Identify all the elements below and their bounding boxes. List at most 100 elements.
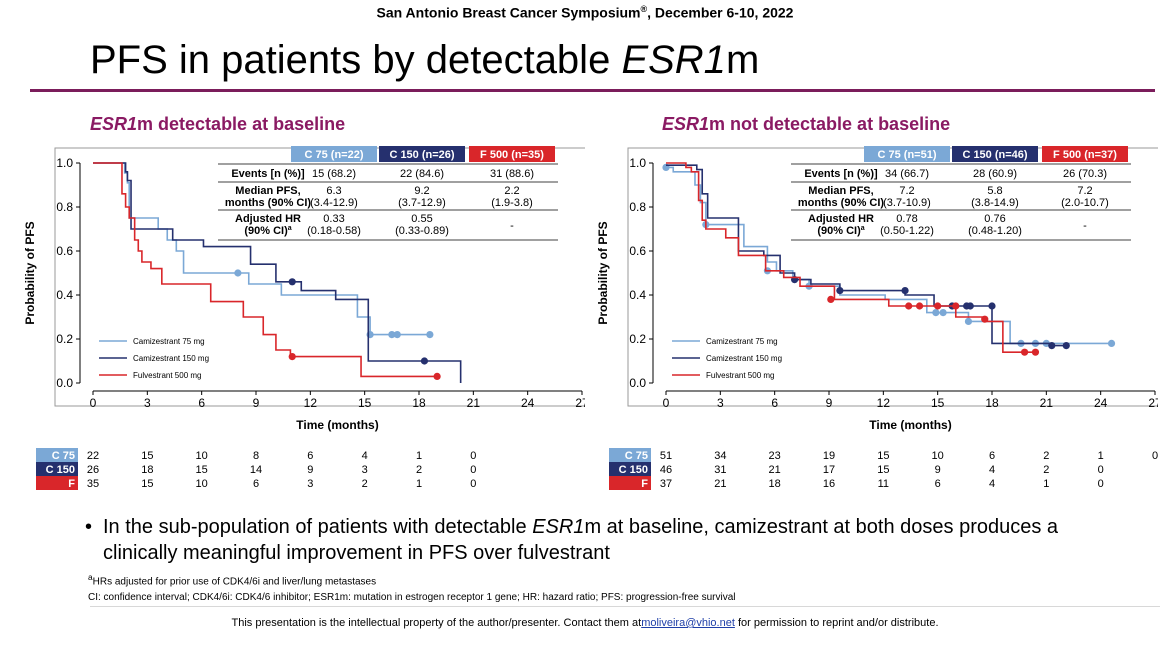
x-tick-label: 27 [575,396,585,410]
y-tick-label: 0.6 [629,244,646,258]
table-header-label-f500: F 500 (n=37) [1053,149,1117,161]
risk-count: 26 [87,464,99,476]
x-tick-label: 6 [198,396,205,410]
censor-mark-f500 [827,295,835,303]
risk-label-c150: C 150 [619,464,648,476]
risk-count: 14 [250,464,262,476]
footnote-hr-text: HRs adjusted for prior use of CDK4/6i an… [92,576,377,588]
legend-label-f500: Fulvestrant 500 mg [706,371,774,380]
legend-label-c150: Camizestrant 150 mg [133,354,209,363]
y-tick-label: 0.8 [629,200,646,214]
x-tick-label: 3 [717,396,724,410]
table-row-label-sup: a [288,225,292,232]
risk-count: 6 [253,478,259,490]
censor-mark-f500 [981,315,989,323]
table-cell: - [510,220,514,232]
legend-label-c75: Camizestrant 75 mg [133,337,205,346]
km-curve-c150 [666,164,1067,347]
risk-count: 4 [362,450,368,462]
x-tick-label: 12 [304,396,318,410]
footnote-marker: a [88,572,93,582]
slide-title-gene: ESR1 [621,38,726,82]
km-curve-c75 [93,162,430,336]
risk-count: 11 [878,478,889,490]
risk-label-c150: C 150 [46,464,75,476]
risk-count: 1 [416,478,422,490]
conference-name: San Antonio Breast Cancer Symposium [376,4,641,21]
table-cell: 0.33 [323,213,344,225]
table-cell: 5.8 [987,185,1002,197]
y-tick-label: 0.6 [56,244,73,258]
risk-count: 0 [470,464,476,476]
risk-label-f500: F [68,478,75,490]
risk-count: 18 [769,478,781,490]
risk-count: 2 [416,464,422,476]
censor-mark-c150 [288,278,296,286]
table-cell: (2.0-10.7) [1061,197,1109,209]
risk-count: 19 [823,450,835,462]
censor-mark-c75 [234,269,242,277]
risk-count: 1 [1043,478,1049,490]
table-row-label: Adjusted HR [235,213,301,225]
registered-mark: ® [640,4,648,14]
km-curve-c150 [93,162,462,383]
censor-mark-c150 [901,287,909,295]
table-cell: 28 (60.9) [973,168,1017,180]
risk-count: 18 [141,464,153,476]
censor-mark-c75 [1107,339,1116,347]
censor-mark-c150 [836,287,844,295]
risk-count: 2 [1043,464,1049,476]
table-cell: - [1083,220,1087,232]
km-curve-f500 [93,162,438,378]
risk-label-cell-c75 [609,448,651,462]
risk-label-cell-c150 [609,462,651,476]
table-row-label: months (90% CI) [225,197,312,209]
slide-title-suffix: m [725,38,760,82]
footnote-abbreviations: CI: confidence interval; CDK4/6i: CDK4/6… [88,592,736,603]
risk-count: 0 [470,450,476,462]
censor-mark-c150 [1048,342,1056,350]
risk-count: 2 [1043,450,1049,462]
x-tick-label: 27 [1148,396,1158,410]
x-tick-label: 18 [412,396,426,410]
table-cell: 7.2 [1077,185,1092,197]
footer-text: This presentation is the intellectual pr… [231,617,642,629]
risk-count: 10 [932,450,944,462]
table-header-label-c75: C 75 (n=22) [305,149,364,161]
x-tick-label: 15 [931,396,945,410]
risk-count: 0 [1098,478,1104,490]
right-panel-title-text: m not detectable at baseline [709,114,951,134]
footnote-hr: aHRs adjusted for prior use of CDK4/6i a… [88,572,376,587]
risk-count: 15 [141,450,153,462]
risk-count: 4 [989,478,995,490]
key-finding-bullet: • In the sub-population of patients with … [85,514,1085,566]
risk-count: 10 [196,450,208,462]
x-axis-label: Time (months) [869,418,951,432]
risk-count: 51 [660,450,672,462]
slide-title-text: PFS in patients by detectable [90,38,622,82]
risk-count: 22 [87,450,99,462]
table-cell: 31 (88.6) [490,168,534,180]
x-tick-label: 3 [144,396,151,410]
table-cell: (3.7-12.9) [398,197,446,209]
x-tick-label: 21 [467,396,481,410]
censor-mark-f500 [905,302,913,310]
y-tick-label: 0.4 [56,288,73,302]
copyright-footer: This presentation is the intellectual pr… [0,617,1170,629]
censor-mark-c75 [426,331,434,339]
risk-label-cell-f500 [609,476,651,490]
table-cell: 9.2 [414,185,429,197]
table-row-label-sup: a [861,225,865,232]
censor-mark-c75 [388,331,396,339]
y-tick-label: 0.4 [629,288,646,302]
table-cell: 0.78 [896,213,917,225]
title-divider [30,89,1155,92]
x-tick-label: 6 [771,396,778,410]
bullet-gene: ESR1 [532,516,585,538]
risk-label-c75: C 75 [52,450,75,462]
bullet-symbol: • [85,516,93,538]
y-axis-label: Probability of PFS [596,221,610,324]
conference-dates: , December 6-10, 2022 [647,4,794,21]
contact-email-link[interactable]: moliveira@vhio.net [641,617,735,629]
risk-count: 17 [823,464,835,476]
